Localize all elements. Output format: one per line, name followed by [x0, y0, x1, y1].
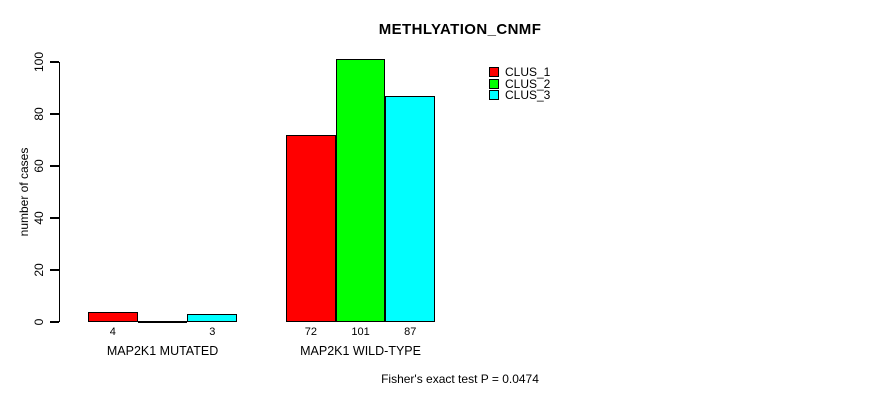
y-axis-tick: [49, 217, 59, 219]
bar-value-label: 87: [404, 326, 417, 338]
y-axis-tick: [49, 113, 59, 115]
category-label: MAP2K1 WILD-TYPE: [300, 344, 421, 358]
legend-swatch: [489, 90, 499, 100]
legend-swatch: [489, 78, 499, 89]
bar: [187, 314, 238, 322]
y-axis-line: [58, 62, 60, 322]
bar-zero-height: [137, 321, 188, 323]
bar-value-label: 3: [209, 326, 216, 338]
bar: [335, 59, 386, 322]
y-axis-tick: [49, 61, 59, 63]
bar: [385, 95, 436, 322]
bar-value-label: 4: [109, 326, 116, 338]
annotation-text: Fisher's exact test P = 0.0474: [381, 372, 539, 386]
bar-value-label: 101: [351, 326, 370, 338]
y-axis-tick: [49, 165, 59, 167]
legend-label: CLUS_3: [505, 88, 551, 102]
legend-label: CLUS_1: [505, 65, 551, 79]
chart-title: METHLYATION_CNMF: [378, 21, 542, 38]
bar: [286, 134, 336, 322]
legend-label: CLUS_2: [505, 76, 551, 91]
y-axis-tick: [49, 321, 59, 323]
category-label: MAP2K1 MUTATED: [106, 344, 219, 358]
bar-value-label: 72: [304, 326, 317, 338]
y-axis-tick: [49, 269, 59, 271]
bar: [88, 311, 138, 322]
legend-swatch: [489, 67, 499, 77]
